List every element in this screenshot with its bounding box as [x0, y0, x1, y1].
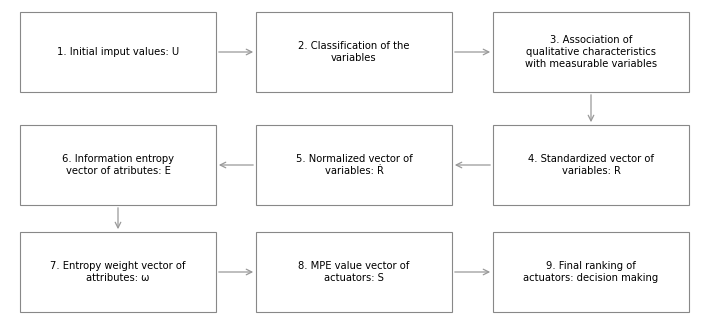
- Text: 1. Initial imput values: U: 1. Initial imput values: U: [57, 47, 179, 57]
- Bar: [256, 12, 452, 92]
- Bar: [20, 232, 216, 312]
- Bar: [256, 232, 452, 312]
- Bar: [256, 125, 452, 205]
- Text: 4. Standardized vector of
variables: R: 4. Standardized vector of variables: R: [528, 154, 654, 176]
- Text: 6. Information entropy
vector of atributes: E: 6. Information entropy vector of atribut…: [62, 154, 174, 176]
- Bar: [20, 12, 216, 92]
- Text: 2. Classification of the
variables: 2. Classification of the variables: [298, 41, 410, 63]
- Text: 9. Final ranking of
actuators: decision making: 9. Final ranking of actuators: decision …: [523, 261, 658, 283]
- Bar: [493, 232, 689, 312]
- Text: 8. MPE value vector of
actuators: S: 8. MPE value vector of actuators: S: [298, 261, 410, 283]
- Text: 5. Normalized vector of
variables: Ṙ: 5. Normalized vector of variables: Ṙ: [296, 154, 412, 176]
- Text: 3. Association of
qualitative characteristics
with measurable variables: 3. Association of qualitative characteri…: [525, 35, 657, 68]
- Text: 7. Entropy weight vector of
attributes: ω: 7. Entropy weight vector of attributes: …: [50, 261, 185, 283]
- Bar: [493, 125, 689, 205]
- Bar: [20, 125, 216, 205]
- Bar: [493, 12, 689, 92]
